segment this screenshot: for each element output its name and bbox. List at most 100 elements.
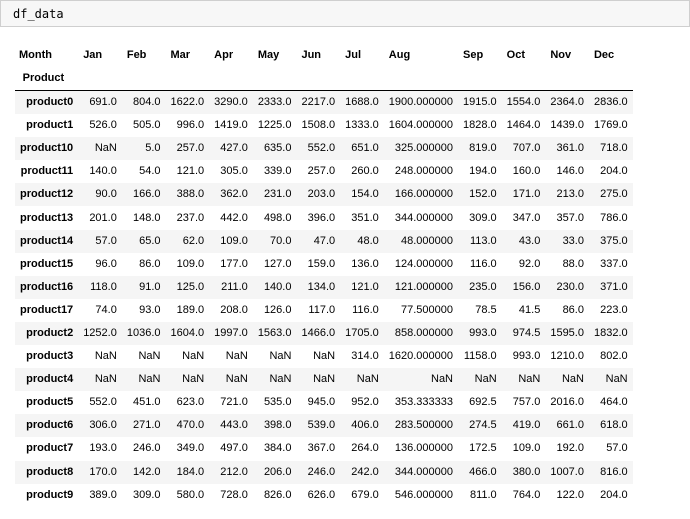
table-cell: 764.0 — [512, 488, 541, 501]
column-header-feb: Feb — [126, 49, 147, 61]
table-cell: 546.000000 — [394, 488, 454, 501]
table-cell: 1595.0 — [550, 326, 584, 339]
table-cell: 184.0 — [176, 465, 205, 478]
table-row: product0 691.0 804.0 1622.0 3290.0 2333.0 2217… — [15, 90, 633, 115]
table-cell: 351.0 — [351, 211, 379, 224]
table-row: product10 NaN 5.0 257.0 427.0 635.0 552.0 651.0… — [15, 137, 633, 161]
table-row: product12 90.0 166.0 388.0 362.0 231.0 203.0 15… — [15, 183, 633, 207]
row-index-label: product9 — [26, 488, 74, 501]
table-cell: 203.0 — [307, 188, 336, 201]
table-cell: 124.000000 — [394, 257, 454, 270]
table-cell: 993.0 — [512, 350, 541, 363]
table-cell: 349.0 — [176, 442, 205, 455]
table-row: product8 170.0 142.0 184.0 212.0 206.0 246.0 24… — [15, 460, 633, 484]
table-cell: 246.0 — [132, 442, 161, 455]
column-header-jan: Jan — [83, 49, 103, 61]
table-cell: 193.0 — [89, 442, 117, 455]
row-index-label: product17 — [20, 303, 74, 316]
table-cell: NaN — [138, 373, 161, 386]
table-cell: 1620.000000 — [388, 350, 454, 363]
row-index-label: product1 — [26, 119, 74, 132]
table-cell: 470.0 — [176, 419, 205, 432]
row-index-label: product16 — [20, 280, 74, 293]
table-cell: 306.0 — [89, 419, 117, 432]
table-cell: 275.0 — [600, 188, 628, 201]
table-cell: 5.0 — [145, 142, 161, 155]
table-cell: 367.0 — [307, 442, 336, 455]
table-cell: 1225.0 — [257, 119, 292, 132]
row-index-label: product14 — [20, 234, 74, 247]
column-header-jul: Jul — [345, 49, 362, 61]
table-cell: 535.0 — [263, 396, 292, 409]
table-cell: 194.0 — [469, 165, 497, 178]
row-index-label: product13 — [20, 211, 74, 224]
row-index-label: product5 — [26, 396, 74, 409]
table-cell: 166.0 — [132, 188, 161, 201]
table-cell: 505.0 — [132, 119, 161, 132]
table-cell: 309.0 — [469, 211, 497, 224]
table-cell: 679.0 — [351, 488, 379, 501]
table-cell: 1464.0 — [506, 119, 541, 132]
table-row: product14 57.0 65.0 62.0 109.0 70.0 47.0 48.0 48… — [15, 229, 633, 253]
table-cell: 109.0 — [512, 442, 541, 455]
table-cell: 1210.0 — [550, 350, 584, 363]
table-cell: 826.0 — [263, 488, 292, 501]
table-cell: 33.0 — [562, 234, 584, 247]
table-cell: 945.0 — [307, 396, 336, 409]
table-cell: 305.0 — [220, 165, 248, 178]
table-cell: 122.0 — [556, 488, 584, 501]
header-spacer — [209, 67, 253, 91]
table-cell: 204.0 — [600, 165, 628, 178]
table-cell: 353.333333 — [394, 396, 454, 409]
table-cell: 552.0 — [89, 396, 117, 409]
table-cell: 802.0 — [600, 350, 628, 363]
code-cell[interactable]: df_data — [0, 0, 690, 27]
table-cell: 375.0 — [600, 234, 628, 247]
table-row: product9 389.0 309.0 580.0 728.0 826.0 626.0 67… — [15, 483, 633, 507]
index-name-label: Product — [15, 67, 79, 91]
header-spacer — [78, 67, 122, 91]
table-row: product13 201.0 148.0 237.0 442.0 498.0 396.0 3… — [15, 206, 633, 230]
table-row: product17 74.0 93.0 189.0 208.0 126.0 117.0 116… — [15, 298, 633, 322]
table-cell: 2836.0 — [593, 96, 628, 109]
table-cell: 121.0 — [351, 280, 379, 293]
table-cell: 47.0 — [313, 234, 336, 247]
table-cell: 113.0 — [469, 234, 497, 247]
table-cell: 635.0 — [263, 142, 292, 155]
table-cell: 371.0 — [600, 280, 628, 293]
table-cell: 93.0 — [139, 303, 161, 316]
column-header-dec: Dec — [593, 49, 615, 61]
table-cell: 388.0 — [176, 188, 205, 201]
table-cell: 1997.0 — [214, 326, 248, 339]
table-cell: 651.0 — [351, 142, 379, 155]
table-cell: 212.0 — [220, 465, 248, 478]
table-cell: 260.0 — [351, 165, 379, 178]
table-cell: 389.0 — [89, 488, 117, 501]
header-spacer — [340, 67, 384, 91]
table-cell: 116.0 — [469, 257, 497, 270]
table-cell: NaN — [94, 142, 117, 155]
table-row: product11 140.0 54.0 121.0 305.0 339.0 257.0 26… — [15, 160, 633, 184]
row-index-label: product4 — [26, 373, 74, 386]
code-cell-text: df_data — [13, 7, 64, 21]
header-spacer — [252, 67, 297, 91]
table-cell: 721.0 — [220, 396, 248, 409]
table-cell: 223.0 — [600, 303, 628, 316]
table-cell: 443.0 — [220, 419, 248, 432]
table-cell: 347.0 — [512, 211, 541, 224]
table-cell: 728.0 — [220, 488, 248, 501]
table-cell: 211.0 — [221, 280, 248, 293]
table-cell: 380.0 — [512, 465, 541, 478]
column-header-sep: Sep — [463, 49, 484, 61]
table-cell: 1688.0 — [345, 96, 379, 109]
header-spacer — [296, 67, 341, 91]
table-cell: 148.0 — [132, 211, 161, 224]
table-cell: 1769.0 — [593, 119, 628, 132]
table-cell: 1828.0 — [463, 119, 497, 132]
table-cell: 526.0 — [89, 119, 117, 132]
table-cell: 362.0 — [220, 188, 248, 201]
table-cell: 48.0 — [357, 234, 379, 247]
table-cell: 1333.0 — [345, 119, 379, 132]
table-cell: 384.0 — [263, 442, 292, 455]
table-cell: 858.000000 — [394, 326, 454, 339]
